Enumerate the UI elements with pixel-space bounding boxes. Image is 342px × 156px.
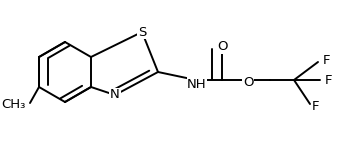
Text: F: F	[323, 54, 330, 66]
Text: O: O	[217, 41, 227, 54]
Text: O: O	[243, 76, 253, 88]
Text: F: F	[312, 100, 319, 114]
Text: CH₃: CH₃	[2, 98, 26, 112]
Text: NH: NH	[187, 78, 207, 90]
Text: N: N	[110, 88, 120, 102]
Text: F: F	[325, 75, 332, 88]
Text: S: S	[138, 25, 146, 39]
